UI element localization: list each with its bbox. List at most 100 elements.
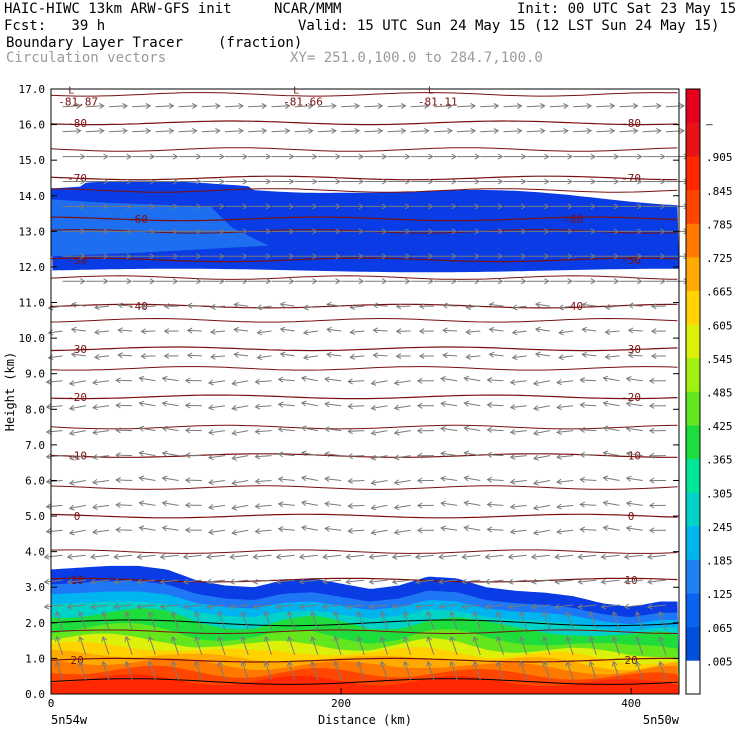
vector-arrowhead: [497, 153, 504, 160]
vector-arrowhead: [393, 404, 400, 411]
vector-arrowhead: [474, 203, 481, 210]
vector-arrowhead: [263, 660, 270, 667]
circulation-vector: [439, 604, 458, 608]
y-tick-label: 0.0: [25, 688, 45, 701]
vector-arrowhead: [184, 427, 191, 434]
vector-arrowhead: [604, 328, 611, 335]
vector-arrowhead: [210, 353, 216, 360]
circulation-vector: [69, 529, 86, 534]
vector-arrowhead: [66, 553, 73, 560]
circulation-vector: [160, 554, 179, 558]
vector-arrowhead: [219, 178, 225, 185]
y-tick-label: 9.0: [25, 368, 45, 381]
circulation-vector: [278, 378, 295, 382]
vector-arrowhead: [495, 635, 502, 642]
vector-arrowhead: [600, 578, 607, 585]
circulation-vector: [647, 554, 666, 558]
vector-arrowhead: [609, 103, 616, 110]
circulation-vector: [208, 430, 226, 434]
init-time: Init: 00 UTC Sat 23 May 15: [517, 1, 737, 17]
vector-arrowhead: [68, 479, 75, 486]
circulation-vector: [557, 430, 574, 433]
circulation-vector: [533, 455, 550, 460]
circulation-vector: [394, 380, 411, 384]
vector-arrowhead: [43, 578, 50, 585]
circulation-vector: [90, 554, 110, 558]
vector-arrowhead: [254, 453, 261, 460]
circulation-vector: [371, 504, 388, 509]
vector-arrowhead: [288, 178, 295, 185]
vector-arrowhead: [395, 328, 402, 335]
vector-arrowhead: [115, 526, 121, 533]
vector-arrowhead: [70, 351, 77, 358]
circulation-vector: [118, 304, 133, 307]
contour-label: -30: [67, 343, 87, 356]
circulation-vector: [573, 130, 592, 133]
vector-arrowhead: [254, 428, 261, 435]
vector-arrowhead: [613, 203, 620, 210]
circulation-vector: [613, 661, 620, 680]
circulation-vector: [441, 377, 458, 382]
circulation-vector: [132, 105, 151, 108]
circulation-vector: [195, 661, 203, 680]
vector-arrowhead: [567, 278, 573, 285]
circulation-vector: [624, 604, 643, 608]
vector-arrowhead: [442, 302, 448, 309]
vector-arrowhead: [347, 478, 353, 485]
vector-arrowhead: [288, 203, 295, 210]
vector-arrowhead: [532, 405, 539, 411]
vector-arrowhead: [627, 352, 634, 359]
circulation-vector: [665, 105, 684, 108]
circulation-vector: [450, 636, 458, 656]
vector-arrowhead: [604, 353, 611, 360]
x-axis-label: Distance (km): [318, 713, 412, 727]
circulation-vector: [512, 330, 527, 334]
contour-label: -70: [67, 172, 87, 185]
circulation-vector: [241, 661, 249, 680]
colorbar-swatch: [686, 593, 700, 628]
vector-arrowhead: [451, 278, 457, 285]
vector-arrowhead: [486, 426, 493, 433]
circulation-vector: [311, 636, 319, 656]
circulation-vector: [464, 452, 481, 457]
vector-arrowhead: [370, 504, 377, 511]
circulation-vector: [94, 305, 110, 309]
colorbar-swatch: [686, 257, 700, 291]
circulation-vector: [473, 661, 481, 680]
temperature-contour: [50, 657, 678, 663]
vector-arrowhead: [324, 426, 330, 433]
vector-arrowhead: [124, 660, 131, 667]
vector-arrowhead: [451, 203, 457, 210]
circulation-vector: [230, 604, 249, 608]
temperature-contour: [50, 453, 678, 458]
circulation-vector: [441, 427, 458, 432]
circulation-vector: [278, 403, 295, 407]
circulation-vector: [531, 604, 550, 608]
vector-arrowhead: [242, 178, 248, 185]
circulation-vector: [248, 130, 267, 133]
circulation-vector: [508, 579, 527, 583]
vector-arrowhead: [532, 504, 539, 511]
vector-arrowhead: [140, 353, 147, 360]
vector-arrowhead: [474, 153, 481, 160]
vector-arrowhead: [544, 153, 550, 160]
vector-arrowhead: [602, 425, 609, 432]
vector-arrowhead: [277, 451, 284, 458]
vector-arrowhead: [625, 525, 632, 532]
vector-arrowhead: [426, 610, 433, 617]
vector-arrowhead: [637, 228, 643, 235]
forecast-hour: Fcst: 39 h: [4, 18, 106, 34]
vector-arrowhead: [208, 429, 214, 436]
colorbar-swatch: [686, 89, 700, 123]
vector-arrowhead: [231, 529, 238, 536]
circulation-vector: [624, 579, 643, 583]
upper-tracer-layer: [51, 180, 679, 273]
vector-arrowhead: [115, 452, 121, 459]
vector-arrowhead: [349, 304, 356, 311]
vector-arrowhead: [648, 402, 655, 409]
vector-arrowhead: [138, 525, 145, 532]
circulation-vector: [628, 354, 643, 357]
circulation-vector: [531, 554, 550, 558]
vector-arrowhead: [404, 178, 411, 185]
vector-arrowhead: [463, 500, 470, 507]
